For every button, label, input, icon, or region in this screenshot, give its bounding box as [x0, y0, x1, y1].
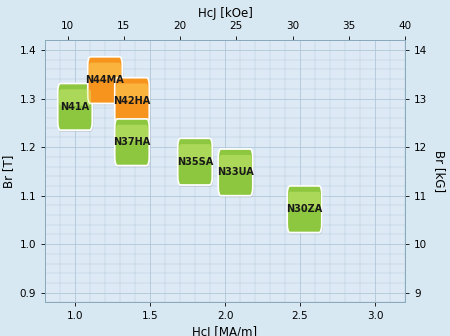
Y-axis label: Br [T]: Br [T] [2, 155, 15, 188]
Text: N33UA: N33UA [217, 167, 254, 177]
FancyBboxPatch shape [220, 155, 252, 171]
FancyBboxPatch shape [58, 84, 92, 130]
FancyBboxPatch shape [88, 57, 122, 103]
Text: N41A: N41A [60, 102, 90, 112]
FancyBboxPatch shape [287, 186, 322, 233]
FancyBboxPatch shape [115, 78, 149, 124]
FancyBboxPatch shape [116, 125, 148, 141]
X-axis label: HcJ [MA/m]: HcJ [MA/m] [193, 326, 257, 336]
FancyBboxPatch shape [179, 144, 211, 161]
Text: N35SA: N35SA [177, 157, 213, 167]
X-axis label: HcJ [kOe]: HcJ [kOe] [198, 7, 252, 20]
FancyBboxPatch shape [288, 192, 320, 208]
FancyBboxPatch shape [116, 84, 148, 100]
Text: N44MA: N44MA [86, 75, 124, 85]
FancyBboxPatch shape [178, 138, 212, 185]
Text: N37HA: N37HA [113, 137, 151, 147]
FancyBboxPatch shape [115, 119, 149, 166]
FancyBboxPatch shape [89, 62, 121, 79]
Text: N42HA: N42HA [113, 96, 151, 106]
Y-axis label: Br [kG]: Br [kG] [433, 150, 446, 193]
FancyBboxPatch shape [218, 149, 253, 196]
FancyBboxPatch shape [59, 89, 91, 106]
Text: N30ZA: N30ZA [286, 204, 323, 214]
